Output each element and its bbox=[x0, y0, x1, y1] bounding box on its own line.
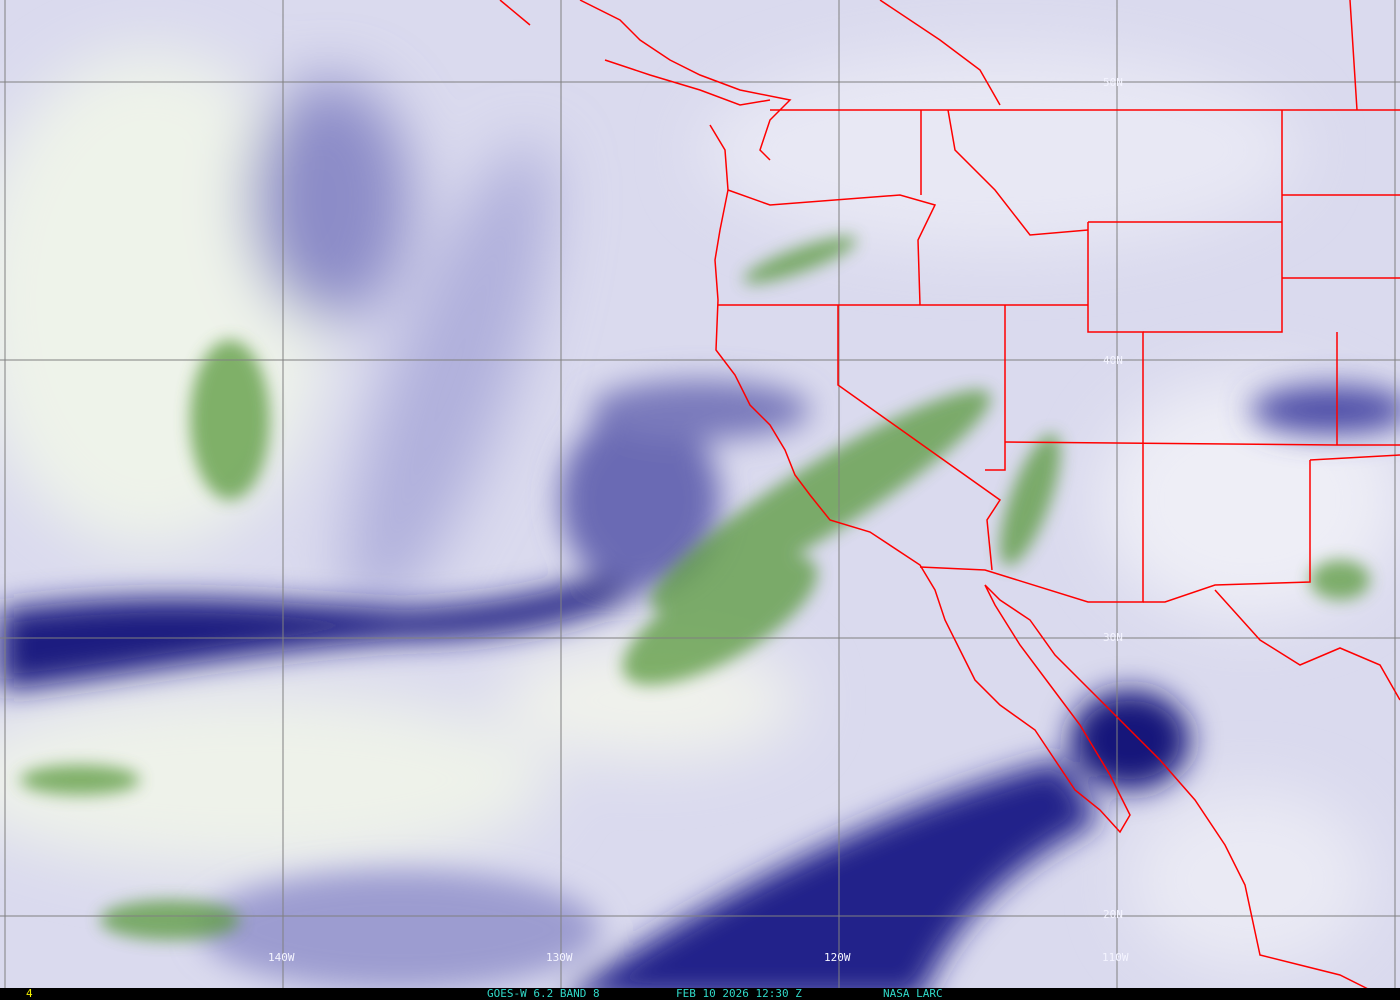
lat-label-50n: 50N bbox=[1103, 76, 1123, 89]
lat-label-20n: 20N bbox=[1103, 908, 1123, 921]
frame-number: 4 bbox=[26, 987, 33, 1000]
coastlines-and-borders bbox=[499, 0, 1400, 996]
lon-label-140w: 140W bbox=[268, 951, 295, 964]
credit-label: NASA LARC bbox=[883, 987, 943, 1000]
lat-label-30n: 30N bbox=[1103, 631, 1123, 644]
grid-labels: 50N 40N 30N 20N 140W 130W 120W 110W bbox=[268, 76, 1129, 964]
lon-label-120w: 120W bbox=[824, 951, 851, 964]
caption-bar: 4 GOES-W 6.2 BAND 8 FEB 10 2026 12:30 Z … bbox=[0, 988, 1400, 1000]
lon-label-110w: 110W bbox=[1102, 951, 1129, 964]
lon-label-130w: 130W bbox=[546, 951, 573, 964]
timestamp: FEB 10 2026 12:30 Z bbox=[676, 987, 802, 1000]
satellite-label: GOES-W 6.2 BAND 8 bbox=[487, 987, 600, 1000]
lat-label-40n: 40N bbox=[1103, 354, 1123, 367]
